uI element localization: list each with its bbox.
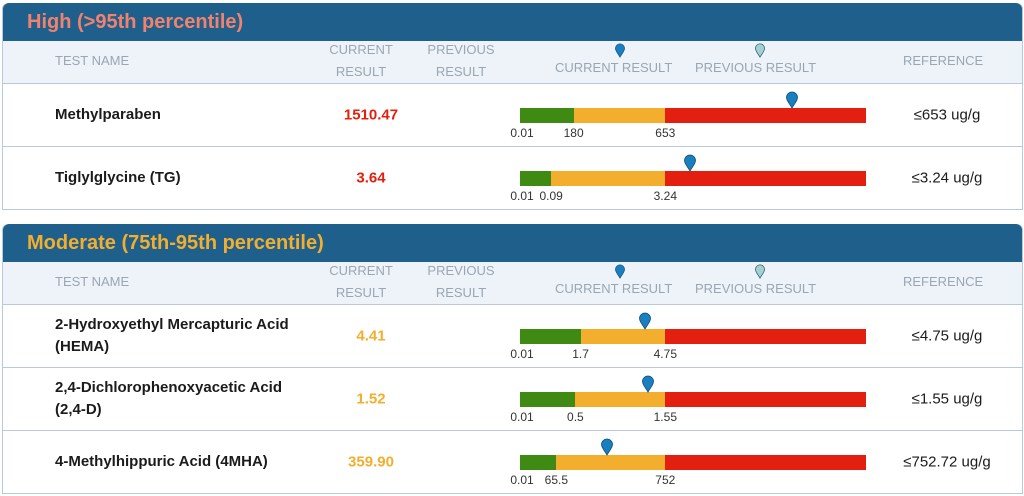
reference-value: ≤752.72 ug/g	[903, 453, 991, 471]
section-title: Moderate (75th-95th percentile)	[3, 224, 1022, 262]
current-pin-icon	[614, 264, 626, 279]
range-normal-segment	[520, 455, 557, 470]
current-result-value: 4.41	[356, 327, 386, 345]
legend-current-result: CURRENT RESULT	[555, 281, 673, 296]
test-name: 2-Hydroxyethyl Mercapturic Acid (HEMA)	[55, 316, 289, 355]
range-high-segment	[665, 171, 866, 186]
range-normal-segment	[520, 329, 581, 344]
range-moderate-segment	[573, 108, 666, 123]
table-row[interactable]: 4-Methylhippuric Acid (4MHA) 359.90 0.01 65…	[3, 431, 1022, 493]
range-tick-label: 0.01	[510, 189, 534, 203]
previous-pin-icon	[754, 264, 766, 279]
section-title: High (>95th percentile)	[3, 3, 1022, 41]
range-tick-label: 1.55	[653, 410, 677, 424]
legend-previous-result: PREVIOUS RESULT	[695, 60, 817, 75]
previous-pin-icon	[754, 43, 766, 58]
range-tick-label: 3.24	[653, 189, 677, 203]
moderate-section: Moderate (75th-95th percentile) TEST NAME…	[2, 224, 1023, 494]
legend-previous-result: PREVIOUS RESULT	[695, 281, 817, 296]
range-high-segment	[665, 392, 866, 407]
range-tick-label: 65.5	[544, 473, 569, 487]
range-tick-label: 653	[655, 126, 676, 140]
range-tick-label: 0.01	[510, 347, 534, 361]
column-current-result: CURRENT RESULT	[329, 42, 393, 79]
range-bar	[520, 455, 866, 470]
range-tick-label: 0.09	[539, 189, 563, 203]
range-moderate-segment	[575, 392, 666, 407]
range-bar	[520, 171, 866, 186]
table-row[interactable]: 2-Hydroxyethyl Mercapturic Acid (HEMA) 4.…	[3, 305, 1022, 368]
test-name: 2,4-Dichlorophenoxyacetic Acid (2,4-D)	[55, 379, 283, 418]
test-name: 4-Methylhippuric Acid (4MHA)	[55, 453, 268, 470]
range-moderate-segment	[580, 329, 666, 344]
current-result-value: 1510.47	[343, 106, 399, 124]
current-result-value: 359.90	[348, 453, 394, 471]
range-bar	[520, 329, 866, 344]
range-tick-label: 180	[563, 126, 584, 140]
range-tick-label: 0.01	[510, 473, 534, 487]
current-pin-icon	[614, 43, 626, 58]
column-headers: TEST NAME CURRENT RESULT PREVIOUS RESULT CURR…	[3, 41, 1022, 84]
range-moderate-segment	[556, 455, 666, 470]
legend-current-result: CURRENT RESULT	[555, 60, 673, 75]
current-result-marker-icon	[641, 375, 655, 393]
range-tick-label: 0.01	[510, 410, 534, 424]
range-normal-segment	[520, 171, 552, 186]
high-section: High (>95th percentile) TEST NAME CURRENT R…	[2, 3, 1023, 210]
range-bar	[520, 108, 866, 123]
column-headers: TEST NAME CURRENT RESULT PREVIOUS RESULT CURR…	[3, 262, 1022, 305]
range-high-segment	[665, 108, 866, 123]
range-tick-label: 1.7	[572, 347, 589, 361]
range-high-segment	[665, 455, 866, 470]
range-normal-segment	[520, 108, 574, 123]
column-test-name: TEST NAME	[55, 53, 130, 68]
reference-value: ≤1.55 ug/g	[911, 390, 983, 408]
range-tick-label: 4.75	[653, 347, 677, 361]
current-result-marker-icon	[785, 91, 799, 109]
test-name: Methylparaben	[55, 106, 161, 123]
current-result-marker-icon	[683, 154, 697, 172]
range-tick-label: 0.01	[510, 126, 534, 140]
reference-value: ≤653 ug/g	[913, 106, 981, 124]
current-result-value: 1.52	[356, 390, 386, 408]
current-result-marker-icon	[638, 312, 652, 330]
range-moderate-segment	[551, 171, 666, 186]
table-row[interactable]: Methylparaben 1510.47 0.01 180 653 ≤653 ug/g	[3, 84, 1022, 147]
reference-value: ≤4.75 ug/g	[911, 327, 983, 345]
column-previous-result: PREVIOUS RESULT	[427, 263, 495, 300]
column-previous-result: PREVIOUS RESULT	[427, 42, 495, 79]
range-high-segment	[665, 329, 866, 344]
current-result-marker-icon	[600, 438, 614, 456]
test-name: Tiglylglycine (TG)	[55, 169, 181, 186]
column-reference: REFERENCE	[903, 53, 984, 68]
column-current-result: CURRENT RESULT	[329, 263, 393, 300]
range-normal-segment	[520, 392, 576, 407]
table-row[interactable]: Tiglylglycine (TG) 3.64 0.01 0.09 3.24 ≤3.24 …	[3, 147, 1022, 209]
range-tick-label: 752	[655, 473, 676, 487]
current-result-value: 3.64	[356, 169, 386, 187]
column-test-name: TEST NAME	[55, 274, 130, 289]
column-reference: REFERENCE	[903, 274, 984, 289]
range-tick-label: 0.5	[567, 410, 584, 424]
reference-value: ≤3.24 ug/g	[911, 169, 983, 187]
range-bar	[520, 392, 866, 407]
table-row[interactable]: 2,4-Dichlorophenoxyacetic Acid (2,4-D) 1.…	[3, 368, 1022, 431]
